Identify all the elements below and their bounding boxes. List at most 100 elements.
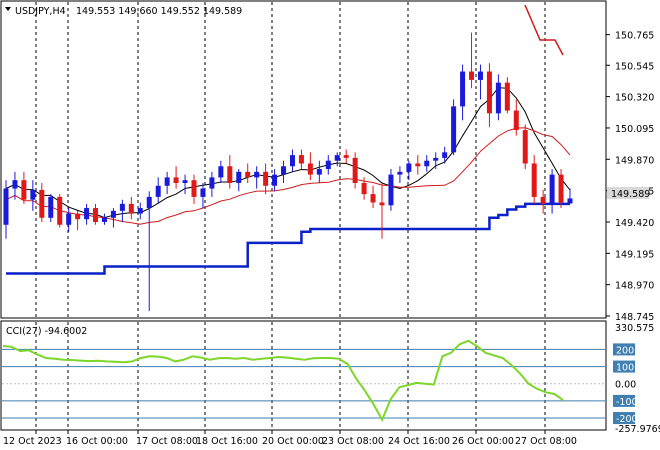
candle-body bbox=[227, 166, 233, 183]
time-label: 16 Oct 00:00 bbox=[66, 436, 128, 447]
candle-body bbox=[307, 163, 313, 175]
cci-indicator-label: CCI(27) -94.6002 bbox=[6, 326, 87, 337]
cci-tick-label: -200 bbox=[616, 414, 638, 425]
price-tick-label: 150.765 bbox=[615, 31, 654, 42]
candle-body bbox=[388, 174, 394, 206]
cci-layer bbox=[2, 339, 564, 423]
cci-tick-label: 100 bbox=[616, 363, 634, 374]
candle-body bbox=[361, 182, 367, 195]
candle-body bbox=[298, 155, 304, 164]
candle-body bbox=[352, 157, 358, 183]
price-tick-label: 150.095 bbox=[615, 124, 654, 135]
candle-body bbox=[218, 166, 224, 178]
candle-body bbox=[164, 177, 170, 186]
moving-averages bbox=[5, 4, 571, 275]
price-tick-label: 149.195 bbox=[615, 249, 654, 260]
candle-body bbox=[101, 217, 107, 222]
cci-level-badge bbox=[613, 394, 635, 407]
time-label: 17 Oct 08:00 bbox=[136, 436, 198, 447]
candle-body bbox=[549, 174, 555, 204]
candle-body bbox=[415, 163, 421, 167]
cci-tick-label: -100 bbox=[616, 397, 638, 408]
candle-body bbox=[451, 106, 457, 153]
cci-tick-label: 200 bbox=[616, 345, 634, 356]
candle-body bbox=[128, 203, 134, 214]
candle-body bbox=[495, 82, 501, 114]
candle-body bbox=[245, 171, 251, 178]
candle-body bbox=[281, 166, 287, 175]
candle-body bbox=[325, 160, 331, 170]
candle-body bbox=[442, 152, 448, 158]
candle-body bbox=[316, 169, 322, 175]
dropdown-triangle-icon[interactable] bbox=[5, 7, 11, 11]
candle-body bbox=[460, 71, 466, 107]
candle-body bbox=[486, 71, 492, 114]
cci-level-badge bbox=[613, 360, 635, 373]
price-axis: 150.765150.545150.320150.095149.870149.6… bbox=[606, 31, 654, 323]
current-price-tag: 149.589 bbox=[607, 187, 650, 200]
current-price-tag-bg bbox=[607, 187, 649, 199]
time-label: 23 Oct 08:00 bbox=[322, 436, 384, 447]
resistance-line bbox=[524, 4, 564, 56]
candle-body bbox=[110, 210, 116, 218]
candle-body bbox=[424, 160, 430, 167]
candle-body bbox=[254, 171, 260, 178]
cci-pane-frame bbox=[0, 320, 607, 431]
ohlc-readout: 149.553 149.660 149.552 149.589 bbox=[76, 6, 242, 17]
candle-body bbox=[469, 71, 475, 80]
candle-body bbox=[21, 180, 27, 200]
candle-body bbox=[119, 203, 125, 211]
candle-body bbox=[558, 174, 564, 203]
candle-body bbox=[334, 155, 340, 161]
candle-body bbox=[200, 188, 206, 197]
price-tick-label: 150.545 bbox=[615, 61, 654, 72]
candle-body bbox=[540, 196, 546, 204]
candle-body bbox=[155, 185, 161, 197]
candle-body bbox=[513, 110, 519, 131]
cci-level-badge bbox=[613, 343, 635, 356]
candle-body bbox=[191, 180, 197, 197]
candle-body bbox=[263, 171, 269, 186]
candle-body bbox=[531, 163, 537, 197]
candles-layer bbox=[3, 32, 573, 312]
candle-body bbox=[370, 194, 376, 203]
price-tick-label: 148.745 bbox=[615, 312, 654, 323]
candle-body bbox=[397, 171, 403, 175]
candle-body bbox=[57, 196, 63, 225]
cci-level-badge bbox=[613, 412, 635, 425]
price-tick-label: 149.420 bbox=[615, 218, 654, 229]
time-label: 26 Oct 00:00 bbox=[452, 436, 514, 447]
time-label: 24 Oct 16:00 bbox=[388, 436, 450, 447]
support-step-line bbox=[6, 202, 570, 275]
candle-body bbox=[236, 171, 242, 183]
candle-body bbox=[433, 157, 439, 161]
candle-body bbox=[209, 177, 215, 189]
candle-body bbox=[379, 202, 385, 206]
current-price-value: 149.589 bbox=[611, 189, 650, 200]
candle-body bbox=[75, 213, 81, 220]
ma-red-line bbox=[5, 127, 571, 225]
candle-body bbox=[39, 189, 45, 218]
cci-tick-label: -257.9769 bbox=[615, 424, 660, 435]
cci-levels-layer bbox=[2, 348, 605, 419]
candle-body bbox=[173, 177, 179, 183]
cci-tick-label: 0.00 bbox=[615, 380, 636, 391]
candle-body bbox=[3, 188, 9, 225]
candle-body bbox=[93, 208, 99, 222]
candle-body bbox=[477, 71, 483, 80]
time-label: 20 Oct 00:00 bbox=[262, 436, 324, 447]
ma-black-line bbox=[5, 87, 571, 219]
time-label: 12 Oct 2023 bbox=[3, 436, 62, 447]
candle-body bbox=[66, 213, 72, 225]
candle-body bbox=[30, 189, 36, 200]
candle-body bbox=[84, 208, 90, 220]
symbol-label: USDJPY,H4 bbox=[15, 6, 66, 17]
candle-body bbox=[567, 198, 573, 204]
candle-body bbox=[146, 196, 152, 209]
candle-body bbox=[137, 208, 143, 214]
candle-body bbox=[406, 163, 412, 172]
candle-body bbox=[289, 155, 295, 167]
